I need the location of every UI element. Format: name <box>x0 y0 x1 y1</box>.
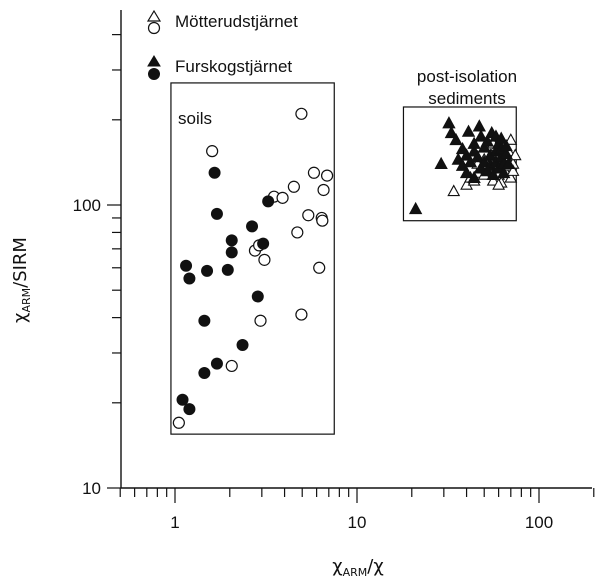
data-point-circle-open <box>320 169 334 182</box>
soils-box <box>170 82 335 435</box>
data-marks <box>172 107 522 429</box>
data-point-circle-filled <box>198 314 211 327</box>
data-point-circle-open <box>313 261 326 274</box>
data-point-triangle-filled <box>474 129 488 142</box>
data-point-circle-filled <box>176 393 189 406</box>
data-point-triangle-open <box>504 133 518 145</box>
data-point-circle-open <box>258 253 271 266</box>
legend-marker-triangle-filled <box>147 55 161 67</box>
data-point-triangle-filled <box>499 138 513 152</box>
data-point-triangle-open <box>447 184 461 197</box>
x-axis-title-sub: ARM <box>343 566 368 579</box>
legend: Mötterudstjärnet Furskogstjärnet <box>146 9 298 80</box>
y-tick-label: 100 <box>73 196 101 215</box>
data-point-triangle-open <box>506 164 520 176</box>
data-point-circle-filled <box>221 263 234 276</box>
y-axis-title-main: χ <box>10 313 31 323</box>
data-point-circle-open <box>225 359 238 373</box>
data-point-triangle-filled <box>477 155 491 168</box>
data-point-circle-filled <box>208 166 221 179</box>
data-point-circle-open <box>307 166 321 179</box>
axis-ticks: 1 10 100 10 100 <box>73 34 595 532</box>
sediments-box-label-line2: sediments <box>428 89 505 108</box>
x-axis-title-main: χ <box>332 556 342 577</box>
data-point-circle-filled <box>198 366 211 379</box>
data-point-circle-filled <box>262 195 275 208</box>
data-point-triangle-filled <box>499 146 513 159</box>
legend-label-furskogstjarnet: Furskogstjärnet <box>175 57 292 76</box>
data-point-triangle-filled <box>455 141 470 155</box>
data-point-triangle-filled <box>461 124 476 137</box>
data-point-triangle-filled <box>434 156 448 170</box>
data-point-circle-filled <box>210 357 223 370</box>
data-point-circle-open <box>295 107 308 120</box>
legend-label-motterudstjarnet: Mötterudstjärnet <box>175 12 298 31</box>
data-point-circle-open <box>276 191 289 204</box>
data-point-circle-filled <box>246 220 259 233</box>
x-axis-title-tail: /χ <box>367 556 383 577</box>
x-tick-label: 10 <box>348 513 367 532</box>
data-point-circle-filled <box>257 237 270 250</box>
data-point-circle-filled <box>180 259 193 272</box>
data-point-triangle-filled <box>442 116 456 129</box>
data-point-circle-filled <box>225 234 238 247</box>
y-axis-title: χARM/SIRM <box>10 237 33 323</box>
data-point-circle-filled <box>210 207 223 220</box>
data-point-triangle-filled <box>497 165 511 179</box>
data-point-circle-filled <box>251 290 264 303</box>
legend-marker-circle-filled <box>148 68 160 80</box>
data-point-circle-filled <box>183 272 196 285</box>
data-point-circle-filled <box>225 246 238 259</box>
data-point-circle-open <box>302 209 315 222</box>
data-point-triangle-filled <box>449 132 463 146</box>
data-point-triangle-filled <box>467 170 481 183</box>
data-point-circle-open <box>287 180 300 193</box>
y-axis-title-sub: ARM <box>20 288 33 313</box>
data-point-circle-open <box>316 214 329 227</box>
data-point-circle-filled <box>201 264 214 277</box>
x-tick-label: 100 <box>525 513 553 532</box>
soils-box-label: soils <box>178 109 212 128</box>
data-point-circle-open <box>295 308 308 321</box>
x-axis-title: χARM/χ <box>332 556 384 579</box>
data-point-triangle-open <box>486 173 500 186</box>
data-point-circle-open <box>254 314 267 327</box>
legend-marker-triangle-open <box>146 9 162 22</box>
y-axis-title-tail: /SIRM <box>10 237 31 288</box>
y-tick-label: 10 <box>82 479 101 498</box>
data-point-triangle-filled <box>408 201 423 215</box>
data-point-triangle-filled <box>501 156 516 170</box>
data-point-triangle-filled <box>470 149 485 163</box>
data-point-triangle-open <box>508 148 522 161</box>
sediments-box-label-line1: post-isolation <box>417 67 517 86</box>
data-point-circle-open <box>317 183 330 197</box>
data-point-triangle-filled <box>494 131 508 144</box>
data-point-circle-filled <box>183 403 196 416</box>
data-point-triangle-open <box>492 178 506 190</box>
data-point-triangle-filled <box>472 119 486 132</box>
data-point-triangle-filled <box>477 140 491 153</box>
data-point-circle-open <box>172 416 185 429</box>
data-point-triangle-filled <box>459 165 474 179</box>
legend-marker-circle-open <box>147 21 161 35</box>
x-tick-label: 1 <box>170 513 179 532</box>
data-point-triangle-filled <box>444 125 459 139</box>
data-point-triangle-filled <box>486 167 500 181</box>
data-point-circle-open <box>291 226 304 239</box>
data-point-circle-filled <box>236 339 249 352</box>
data-point-triangle-filled <box>467 136 481 149</box>
data-point-circle-open <box>206 145 219 158</box>
